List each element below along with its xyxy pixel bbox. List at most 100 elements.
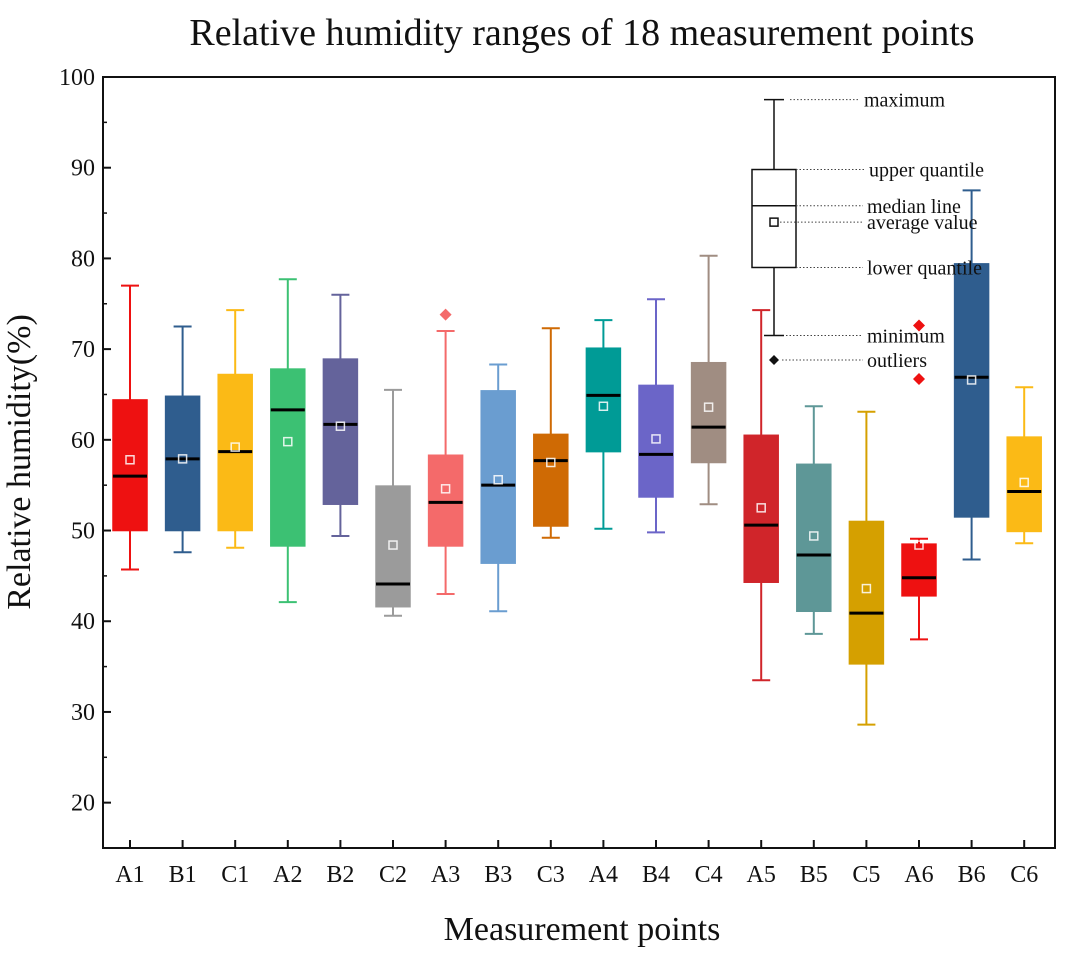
box-C3: [533, 327, 569, 539]
box-rect: [743, 434, 779, 583]
mean-marker: [546, 457, 556, 468]
box-B1: [164, 325, 201, 554]
legend: maximum upper quantile median lineaverage …: [751, 90, 984, 372]
box-rect: [953, 263, 990, 518]
box-B4: [638, 298, 674, 534]
x-tick-label: A5: [747, 862, 776, 888]
y-axis: 20 30 40 50 60 70 80 90 100: [59, 65, 111, 817]
x-tick-label: A6: [904, 862, 933, 888]
y-tick-label: 50: [71, 519, 95, 545]
x-tick-label: B4: [642, 862, 670, 888]
legend-label-median: median line: [867, 196, 961, 218]
mean-marker: [809, 531, 819, 541]
box-B2: [322, 293, 359, 537]
y-tick-label: 70: [71, 337, 95, 363]
x-tick-label: C6: [1010, 862, 1038, 888]
box-C6: [1006, 386, 1042, 545]
x-tick-label: B1: [169, 862, 197, 888]
x-tick-label: C4: [695, 862, 723, 888]
x-axis: A1 B1 C1 A2 B2 C2 A3 B3 C3 A4 B4 C4 A5 B5 C5 A6 B6 C6: [115, 840, 1038, 888]
box-B5: [796, 405, 832, 635]
box-rect: [796, 463, 832, 613]
box-rect: [533, 433, 569, 527]
box-B6: [953, 189, 990, 561]
legend-label-outlier: outliers: [867, 350, 927, 372]
x-tick-label: A3: [431, 862, 460, 888]
mean-marker: [230, 442, 240, 452]
mean-marker: [703, 402, 714, 412]
boxes-layer: [112, 189, 1042, 726]
y-tick-label: 90: [71, 156, 95, 182]
legend-outlier: [769, 355, 779, 366]
x-tick-label: B5: [800, 862, 828, 888]
box-A5: [743, 309, 779, 682]
box-rect: [480, 390, 516, 564]
x-tick-label: B6: [958, 862, 986, 888]
box-A1: [112, 284, 148, 571]
legend-mean-marker: [769, 217, 779, 227]
mean-marker: [1019, 477, 1029, 488]
y-axis-title: Relative humidity(%): [1, 314, 38, 610]
y-tick-label: 100: [59, 65, 95, 91]
x-tick-label: A2: [273, 862, 302, 888]
box-rect: [375, 485, 411, 608]
outlier-point: [913, 373, 925, 386]
mean-marker: [388, 540, 398, 550]
y-tick-label: 30: [71, 700, 95, 726]
mean-marker: [598, 401, 609, 412]
mean-marker: [125, 455, 135, 465]
mean-marker: [440, 484, 451, 494]
y-tick-label: 40: [71, 609, 95, 635]
box-rect: [585, 347, 622, 453]
box-A2: [270, 278, 306, 604]
legend-label-q3: upper quantile: [869, 160, 984, 182]
x-tick-label: A1: [115, 862, 144, 888]
x-tick-label: C1: [221, 862, 249, 888]
outlier-point: [913, 319, 925, 332]
legend-label-q1: lower quantile: [867, 257, 982, 279]
box-C5: [848, 410, 885, 726]
mean-marker: [283, 436, 293, 447]
box-rect: [1006, 436, 1042, 533]
mean-marker: [651, 434, 661, 444]
plot-area-frame: [102, 76, 1056, 849]
x-tick-label: B3: [484, 862, 512, 888]
box-C4: [690, 254, 727, 506]
box-rect: [112, 399, 148, 532]
y-tick-label: 20: [71, 791, 95, 817]
y-tick-label: 80: [71, 246, 95, 272]
x-tick-label: B2: [326, 862, 354, 888]
box-A4: [585, 319, 622, 530]
x-tick-label: C5: [852, 862, 880, 888]
box-rect: [690, 361, 727, 464]
legend-label-min: minimum: [867, 326, 945, 348]
box-rect: [638, 384, 674, 498]
mean-marker: [756, 503, 766, 513]
x-axis-title: Measurement points: [444, 911, 721, 948]
chart-title: Relative humidity ranges of 18 measureme…: [189, 12, 974, 54]
box-C2: [375, 388, 411, 617]
box-rect: [270, 368, 306, 547]
box-C1: [217, 309, 253, 549]
mean-marker: [335, 421, 346, 431]
box-A6: [901, 319, 937, 641]
legend-box: [751, 168, 797, 269]
legend-label-max: maximum: [864, 90, 946, 112]
mean-marker: [966, 375, 977, 385]
x-tick-label: A4: [589, 862, 618, 888]
box-rect: [322, 358, 359, 505]
legend-label-mean: average value: [867, 212, 978, 234]
mean-marker: [177, 454, 188, 464]
y-tick-label: 60: [71, 428, 95, 454]
box-B3: [480, 363, 516, 613]
box-A3: [427, 308, 464, 596]
mean-marker: [861, 583, 872, 594]
mean-marker: [493, 474, 503, 485]
mean-marker: [914, 540, 924, 550]
x-tick-label: C3: [537, 862, 565, 888]
box-rect: [901, 543, 937, 597]
box-rect: [427, 454, 464, 547]
x-tick-label: C2: [379, 862, 407, 888]
outlier-point: [439, 308, 452, 321]
